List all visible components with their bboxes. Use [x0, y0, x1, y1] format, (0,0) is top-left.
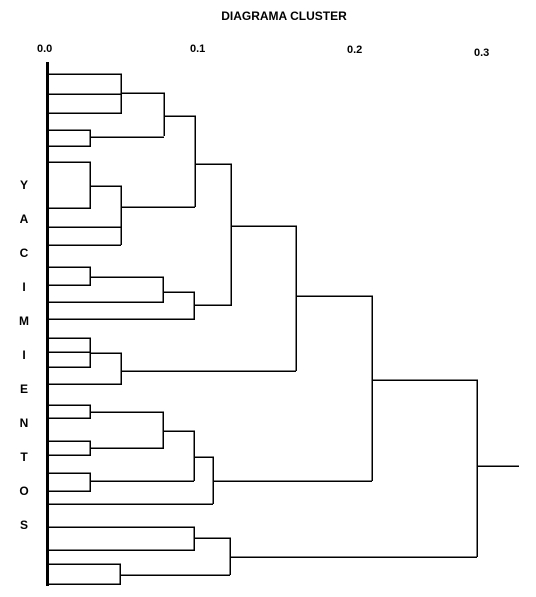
dendrogram-link — [48, 563, 121, 585]
dendrogram-link — [194, 456, 214, 504]
dendrogram-link — [48, 129, 91, 147]
dendrogram-link — [90, 185, 122, 245]
dendrogram-link — [163, 430, 195, 481]
axis-tick-label: 0.1 — [190, 43, 206, 55]
dendrogram-link — [195, 163, 232, 306]
dendrogram-link — [372, 379, 478, 557]
dendrogram-link — [48, 440, 91, 456]
vertical-label-letter: T — [20, 450, 28, 464]
vertical-label-letter: A — [19, 212, 29, 226]
vertical-label-letter: Y — [19, 178, 28, 192]
dendrogram-link — [90, 411, 164, 449]
axis-tick-label: 0.0 — [37, 43, 53, 55]
vertical-label-letter: E — [19, 382, 28, 396]
dendrogram-link — [48, 266, 91, 286]
dendrogram-link — [48, 291, 195, 320]
vertical-label-letter: N — [19, 416, 29, 430]
dendrogram-link — [48, 526, 195, 551]
dendrogram-link — [296, 295, 373, 481]
dendrogram-link — [194, 537, 231, 575]
vertical-label: Y A C I M I E N T O S — [17, 178, 31, 552]
dendrogram-link — [48, 276, 164, 303]
vertical-label-letter: C — [19, 246, 29, 260]
vertical-label-letter: M — [19, 314, 29, 328]
dendrogram-link — [48, 352, 122, 385]
dendrogram-link — [121, 92, 165, 136]
diagram-title: DIAGRAMA CLUSTER — [221, 9, 347, 23]
axis-tick-label: 0.2 — [347, 44, 363, 56]
dendrogram-link — [231, 225, 297, 371]
dendrogram-link — [164, 115, 196, 207]
dendrogram-link — [48, 161, 91, 209]
vertical-label-letter: S — [19, 518, 28, 532]
axis-tick-label: 0.3 — [474, 47, 490, 59]
dendrogram-link — [48, 472, 91, 492]
dendrogram-link — [48, 404, 91, 419]
vertical-label-letter: I — [22, 280, 26, 294]
vertical-label-letter: I — [22, 348, 26, 362]
vertical-label-letter: O — [19, 484, 29, 498]
dendrogram-branches — [48, 73, 519, 585]
